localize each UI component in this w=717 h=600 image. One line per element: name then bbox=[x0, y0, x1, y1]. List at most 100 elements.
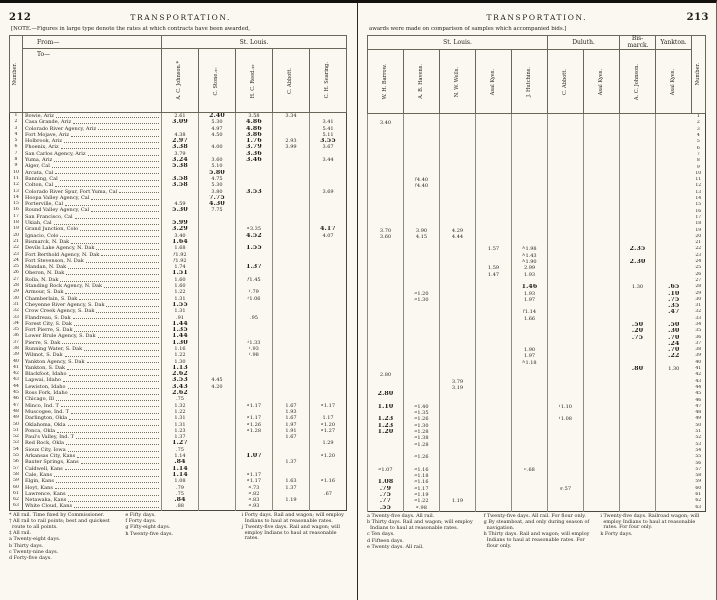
rate-cell bbox=[583, 271, 620, 278]
rate-cell bbox=[198, 497, 236, 504]
row-number: 7 bbox=[14, 150, 18, 156]
rate-cell bbox=[475, 416, 512, 423]
row-number: 37 bbox=[13, 339, 19, 345]
rate-cell bbox=[619, 170, 656, 178]
rate-cell bbox=[619, 296, 656, 304]
footnote: e Twenty days. All rail. bbox=[367, 543, 424, 550]
rate-cell bbox=[475, 378, 512, 385]
dotted-leader bbox=[60, 406, 159, 408]
bidder-header: C. H. Searing. bbox=[308, 48, 348, 113]
table-row: 24 Fort Stevenson, N. Dak f1.92 bbox=[10, 257, 347, 265]
row-number: 41 bbox=[13, 364, 19, 370]
rate-cell bbox=[583, 221, 620, 228]
place-cell: Caldwell, Kans bbox=[22, 465, 162, 472]
rate-cell: a1.17 bbox=[235, 471, 273, 479]
rate-cell bbox=[655, 126, 692, 134]
rate-cell bbox=[235, 364, 273, 372]
rate-cell bbox=[475, 227, 512, 234]
table-row: 50 Oklahoma, Okla 1.31 a1.26 1.97 a1.20 bbox=[10, 421, 347, 428]
row-number: 46 bbox=[13, 396, 19, 402]
rate-cell bbox=[439, 321, 476, 329]
rate-cell: 1.67 bbox=[272, 402, 310, 409]
place-cell: Colorado River Agency, Ariz bbox=[22, 125, 162, 132]
rate-cell: .77 bbox=[367, 498, 404, 505]
rate-cell: a1.16 bbox=[308, 478, 347, 485]
rate-cell: 1.93 bbox=[510, 271, 548, 278]
rate-cell bbox=[272, 131, 310, 139]
dotted-leader bbox=[73, 123, 159, 125]
rate-cell bbox=[235, 383, 273, 391]
row-number: 25 bbox=[13, 264, 19, 270]
rate-cell bbox=[510, 214, 548, 222]
rate-cell: a3.35 bbox=[235, 226, 273, 233]
rate-cell bbox=[367, 133, 404, 140]
row-number: 38 bbox=[13, 345, 19, 351]
place-name: Oklahoma, Okla bbox=[25, 421, 66, 428]
rate-cell: 4.30 bbox=[198, 201, 236, 208]
place-cell: Oklahoma, Okla bbox=[22, 421, 162, 428]
rate-cell: 1.97 bbox=[272, 421, 310, 428]
table-row: 48 Muscogee, Ind. T 1.22 1.93 bbox=[10, 408, 347, 416]
rate-cell bbox=[655, 485, 692, 492]
rate-cell bbox=[547, 158, 584, 165]
rate-cell bbox=[475, 435, 512, 442]
rate-cell bbox=[583, 416, 620, 423]
rate-cell: 1.76 bbox=[235, 138, 273, 145]
rate-cell bbox=[403, 151, 440, 159]
place-cell: Yuma, Ariz bbox=[22, 157, 162, 164]
place-name: Yankton Agency, S. Dak bbox=[25, 358, 85, 365]
footnote: d Fifteen days. bbox=[367, 537, 404, 544]
page-number: 212 bbox=[9, 12, 32, 23]
table-row: 3.40 2 bbox=[367, 120, 706, 127]
rate-cell bbox=[403, 328, 440, 335]
rate-cell bbox=[510, 139, 548, 146]
rate-cell bbox=[272, 314, 310, 321]
rate-cell bbox=[308, 270, 347, 277]
rate-cell bbox=[403, 246, 440, 253]
rate-cell: 5.10 bbox=[198, 163, 236, 170]
rate-cell bbox=[619, 416, 656, 423]
rate-cell bbox=[308, 377, 347, 384]
rate-cell bbox=[619, 498, 656, 505]
rate-cell bbox=[198, 459, 236, 466]
rate-cell bbox=[655, 473, 692, 480]
row-number: 47 bbox=[13, 402, 19, 408]
rate-cell bbox=[235, 333, 273, 340]
place-cell: Yankton, S. Dak bbox=[22, 364, 162, 372]
rate-cell: 3.67 bbox=[308, 144, 347, 151]
rate-cell bbox=[161, 125, 199, 132]
place-cell: Bowie, Ariz bbox=[22, 112, 162, 120]
rate-cell: 1.23 bbox=[161, 427, 199, 435]
dotted-leader bbox=[74, 507, 159, 509]
rate-cell: 1.63 bbox=[272, 478, 310, 485]
place-cell: Grand Junction, Colo bbox=[22, 226, 162, 233]
rate-cell: a1.17 bbox=[308, 402, 347, 409]
rate-cell bbox=[547, 303, 584, 310]
rate-cell bbox=[583, 372, 620, 379]
rate-cell bbox=[547, 340, 584, 348]
place-name: Cale, Kans bbox=[25, 471, 53, 478]
rate-cell: 3.09 bbox=[161, 119, 199, 126]
rate-cell bbox=[510, 429, 548, 436]
rate-cell: .79 bbox=[161, 484, 199, 491]
rate-cell bbox=[272, 270, 310, 277]
rate-cell bbox=[403, 372, 440, 379]
rate-cell bbox=[655, 202, 692, 209]
rate-cell bbox=[619, 113, 656, 121]
row-number: 2 bbox=[14, 119, 18, 125]
rate-cell: 1.93 bbox=[510, 290, 548, 297]
row-number: 20 bbox=[695, 233, 702, 239]
place-name: Hoyt, Kans bbox=[25, 484, 53, 491]
rate-cell bbox=[439, 177, 476, 184]
rate-cell bbox=[439, 133, 476, 140]
rate-cell: .75 bbox=[367, 492, 404, 499]
table-row: 58 Cale, Kans 1.14 a1.17 bbox=[10, 471, 347, 479]
table-row: 1.66 33 bbox=[367, 315, 706, 322]
page-213: TRANSPORTATION. 213 awards were made on … bbox=[358, 3, 716, 600]
rate-cell bbox=[619, 340, 656, 348]
row-number: 49 bbox=[13, 415, 19, 421]
rate-cell bbox=[583, 340, 620, 348]
table-row: f4.40 11 bbox=[367, 177, 706, 184]
rate-cell bbox=[439, 454, 476, 461]
rate-cell bbox=[655, 183, 692, 190]
